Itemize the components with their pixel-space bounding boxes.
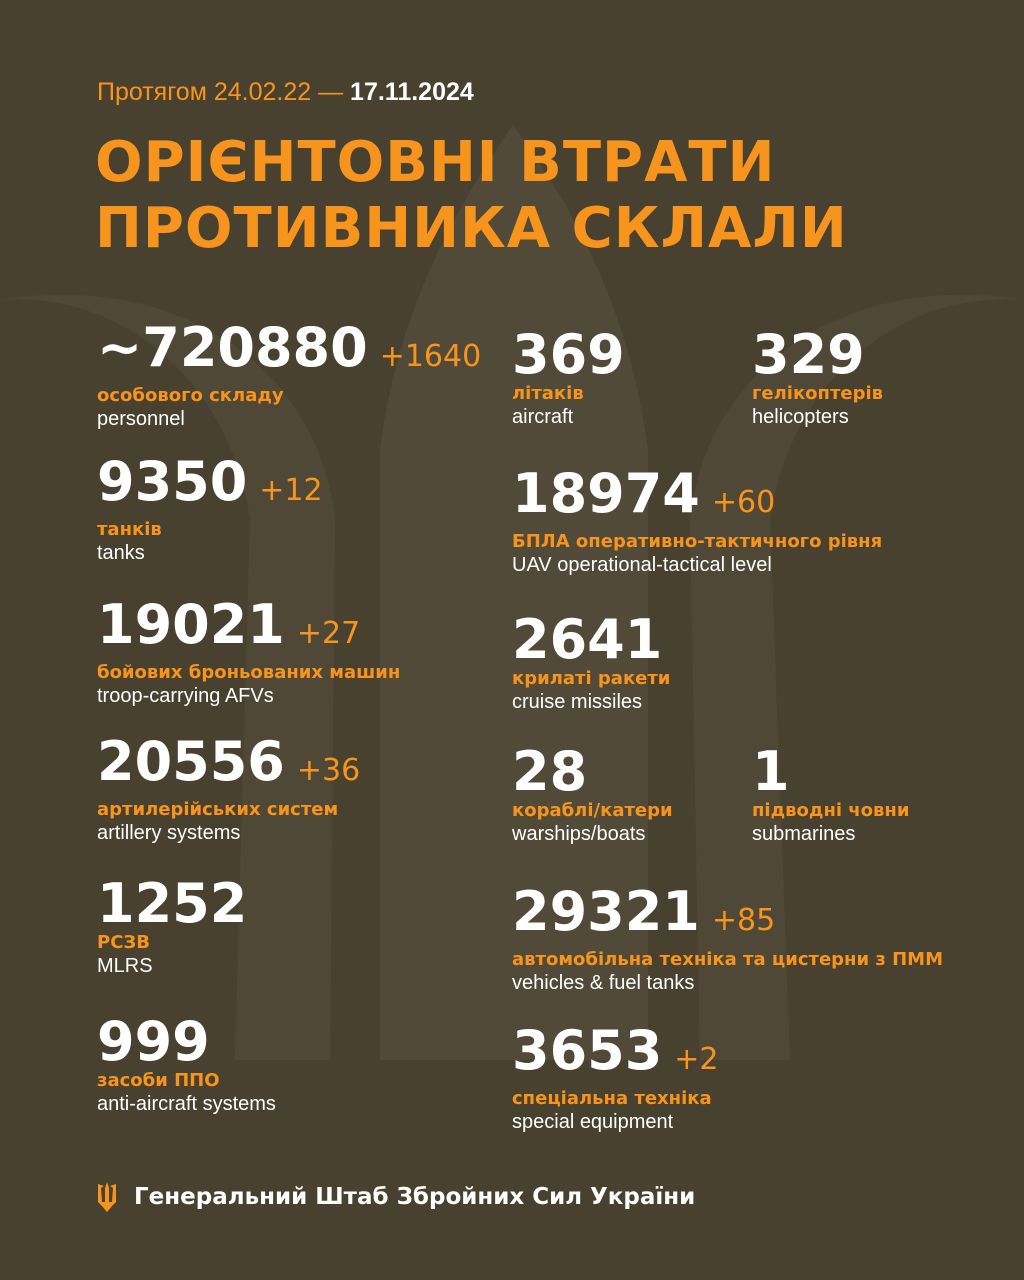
stat-label-en: vehicles & fuel tanks xyxy=(512,972,695,994)
stat-value: 20556 +36 xyxy=(97,730,361,793)
stat-label-ua: засоби ППО xyxy=(97,1070,220,1091)
stat-value: 18974 +60 xyxy=(512,462,776,525)
stat-label-en: warships/boats xyxy=(512,823,646,845)
trident-icon xyxy=(98,1182,116,1212)
stat-delta: +60 xyxy=(711,485,776,520)
stat-label-en: MLRS xyxy=(97,955,153,977)
stat-mlrs: 1252 РСЗВ MLRS xyxy=(97,874,247,978)
stat-value: 19021 +27 xyxy=(97,593,361,656)
stat-label-en: aircraft xyxy=(512,406,574,428)
stat-value: 9350 +12 xyxy=(97,450,323,513)
stat-label-ua: крилаті ракети xyxy=(512,668,671,689)
stat-label-ua: автомобільна техніка та цистерни з ПММ xyxy=(512,949,943,970)
stat-anti-aircraft: 999 засоби ППО anti-aircraft systems xyxy=(97,1012,276,1116)
footer-text: Генеральний Штаб Збройних Сил України xyxy=(134,1184,696,1210)
stat-value: 2641 xyxy=(512,608,663,671)
stat-label-en: artillery systems xyxy=(97,822,241,844)
stat-value: 29321 +85 xyxy=(512,880,776,943)
stat-label-en: cruise missiles xyxy=(512,691,643,713)
stat-delta: +2 xyxy=(674,1042,719,1077)
stat-label-ua: танків xyxy=(97,519,162,540)
stat-label-en: anti-aircraft systems xyxy=(97,1093,276,1115)
stat-label-en: troop-carrying AFVs xyxy=(97,685,274,707)
stat-afvs: 19021 +27 бойових броньованих машин troop… xyxy=(97,595,400,708)
stat-special-equipment: 3653 +2 спеціальна техніка special equipm… xyxy=(512,1021,719,1134)
stat-delta: +85 xyxy=(711,903,776,938)
stat-value: ~720880 +1640 xyxy=(97,316,482,379)
stat-label-ua: РСЗВ xyxy=(97,932,150,953)
stat-value: 329 xyxy=(752,323,865,386)
stat-personnel: ~720880 +1640 особового складу personnel xyxy=(97,318,481,431)
stat-label-ua: особового складу xyxy=(97,385,284,406)
period: Протягом 24.02.22 — 17.11.2024 xyxy=(97,78,474,106)
stat-submarines: 1 підводні човни submarines xyxy=(752,742,909,846)
stat-warships: 28 кораблі/катери warships/boats xyxy=(512,742,673,846)
stat-artillery: 20556 +36 артилерійських систем artillery… xyxy=(97,732,360,845)
stat-label-en: submarines xyxy=(752,823,856,845)
stat-delta: +36 xyxy=(296,753,361,788)
stat-label-ua: спеціальна техніка xyxy=(512,1088,712,1109)
stat-value: 3653 +2 xyxy=(512,1019,719,1082)
stat-label-en: personnel xyxy=(97,408,185,430)
stat-cruise-missiles: 2641 крилаті ракети cruise missiles xyxy=(512,610,670,714)
stat-uav: 18974 +60 БПЛА оперативно-тактичного рівн… xyxy=(512,464,882,577)
stat-label-en: special equipment xyxy=(512,1111,674,1133)
stat-label-ua: підводні човни xyxy=(752,800,910,821)
stat-vehicles: 29321 +85 автомобільна техніка та цистерн… xyxy=(512,882,943,995)
footer: Генеральний Штаб Збройних Сил України xyxy=(96,1182,695,1212)
stat-label-ua: артилерійських систем xyxy=(97,799,339,820)
stat-label-ua: бойових броньованих машин xyxy=(97,662,401,683)
stat-delta: +27 xyxy=(296,616,361,651)
stat-label-en: helicopters xyxy=(752,406,849,428)
stat-value: 1 xyxy=(752,740,790,803)
stat-value: 28 xyxy=(512,740,588,803)
stat-label-ua: БПЛА оперативно-тактичного рівня xyxy=(512,531,883,552)
stat-delta: +1640 xyxy=(379,339,482,374)
stat-helicopters: 329 гелікоптерів helicopters xyxy=(752,325,883,429)
stat-value: 999 xyxy=(97,1010,210,1073)
stat-value: 1252 xyxy=(97,872,248,935)
page-title: ОРІЄНТОВНІ ВТРАТИ ПРОТИВНИКА СКЛАЛИ xyxy=(95,130,848,261)
stat-label-ua: літаків xyxy=(512,383,584,404)
stat-label-en: UAV operational-tactical level xyxy=(512,554,772,576)
stat-value: 369 xyxy=(512,323,625,386)
stat-label-ua: гелікоптерів xyxy=(752,383,884,404)
stat-delta: +12 xyxy=(259,473,323,508)
stat-aircraft: 369 літаків aircraft xyxy=(512,325,625,429)
stat-label-ua: кораблі/катери xyxy=(512,800,673,821)
stat-tanks: 9350 +12 танків tanks xyxy=(97,452,323,565)
stat-label-en: tanks xyxy=(97,542,145,564)
